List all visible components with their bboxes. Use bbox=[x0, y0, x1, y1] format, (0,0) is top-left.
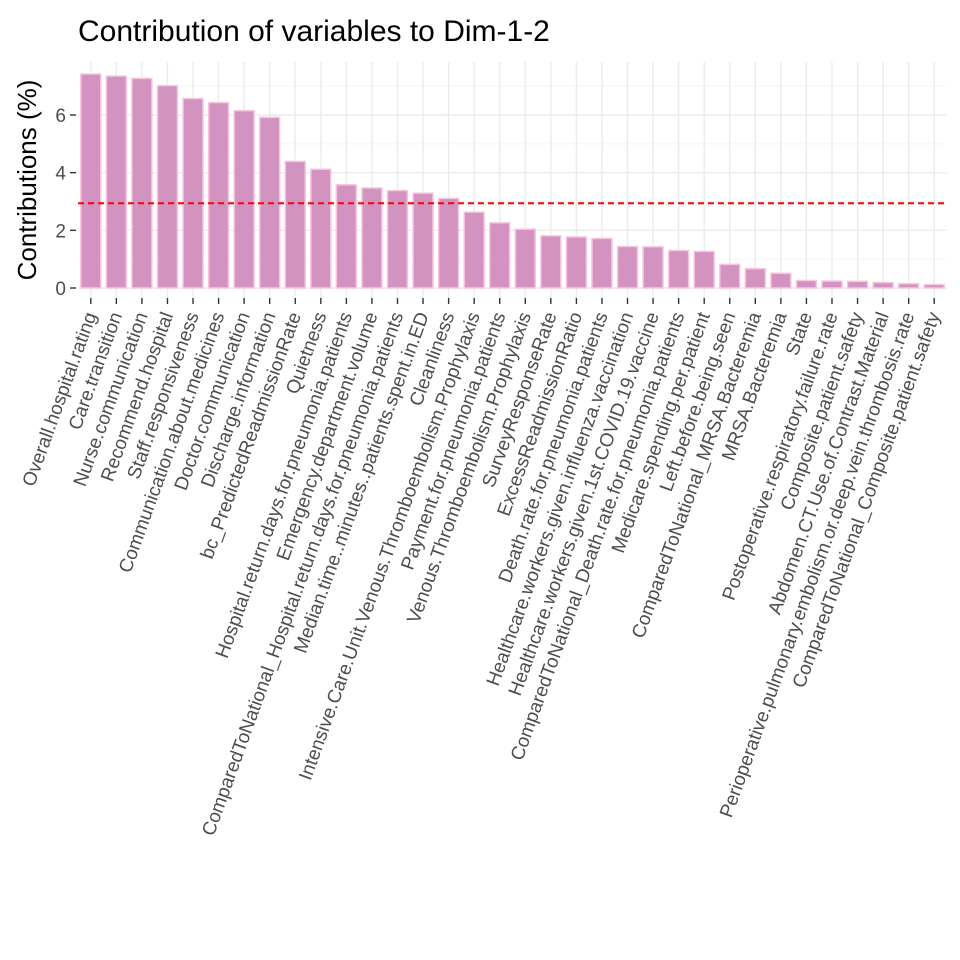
bar bbox=[131, 77, 153, 289]
bar bbox=[872, 281, 894, 289]
bar bbox=[489, 222, 511, 289]
bar bbox=[335, 184, 358, 289]
bar bbox=[642, 246, 664, 289]
bar bbox=[667, 249, 690, 289]
bar bbox=[744, 267, 767, 289]
bar bbox=[540, 235, 562, 289]
bar bbox=[386, 189, 409, 289]
bar bbox=[897, 282, 920, 289]
y-tick-label: 6 bbox=[55, 106, 66, 127]
bar bbox=[437, 197, 460, 289]
bar bbox=[310, 168, 332, 289]
bar bbox=[182, 97, 204, 289]
x-axis: Overall.hospital.ratingCare.transitionNu… bbox=[19, 298, 945, 839]
bar bbox=[616, 245, 639, 289]
bar bbox=[284, 160, 306, 289]
bar bbox=[923, 283, 945, 289]
bar bbox=[233, 109, 255, 289]
bar bbox=[361, 187, 383, 289]
bar bbox=[80, 73, 102, 289]
bars bbox=[80, 73, 945, 289]
bar bbox=[463, 211, 485, 289]
chart-title: Contribution of variables to Dim-1-2 bbox=[78, 15, 550, 48]
bar bbox=[693, 250, 715, 289]
bar bbox=[846, 280, 869, 289]
bar bbox=[821, 280, 843, 289]
bar bbox=[156, 84, 179, 289]
bar bbox=[770, 272, 792, 289]
bar bbox=[565, 236, 588, 289]
y-tick-label: 0 bbox=[55, 279, 66, 300]
bar bbox=[514, 228, 536, 289]
y-axis: 0 2 4 6 bbox=[55, 106, 76, 300]
bar bbox=[207, 101, 230, 289]
y-tick-label: 2 bbox=[55, 221, 66, 242]
bar bbox=[412, 192, 434, 289]
y-axis-title: Contributions (%) bbox=[12, 80, 42, 281]
bar bbox=[795, 279, 818, 289]
bar bbox=[591, 237, 613, 289]
bar bbox=[105, 75, 128, 289]
bar bbox=[719, 263, 741, 289]
y-tick-label: 4 bbox=[55, 164, 66, 185]
